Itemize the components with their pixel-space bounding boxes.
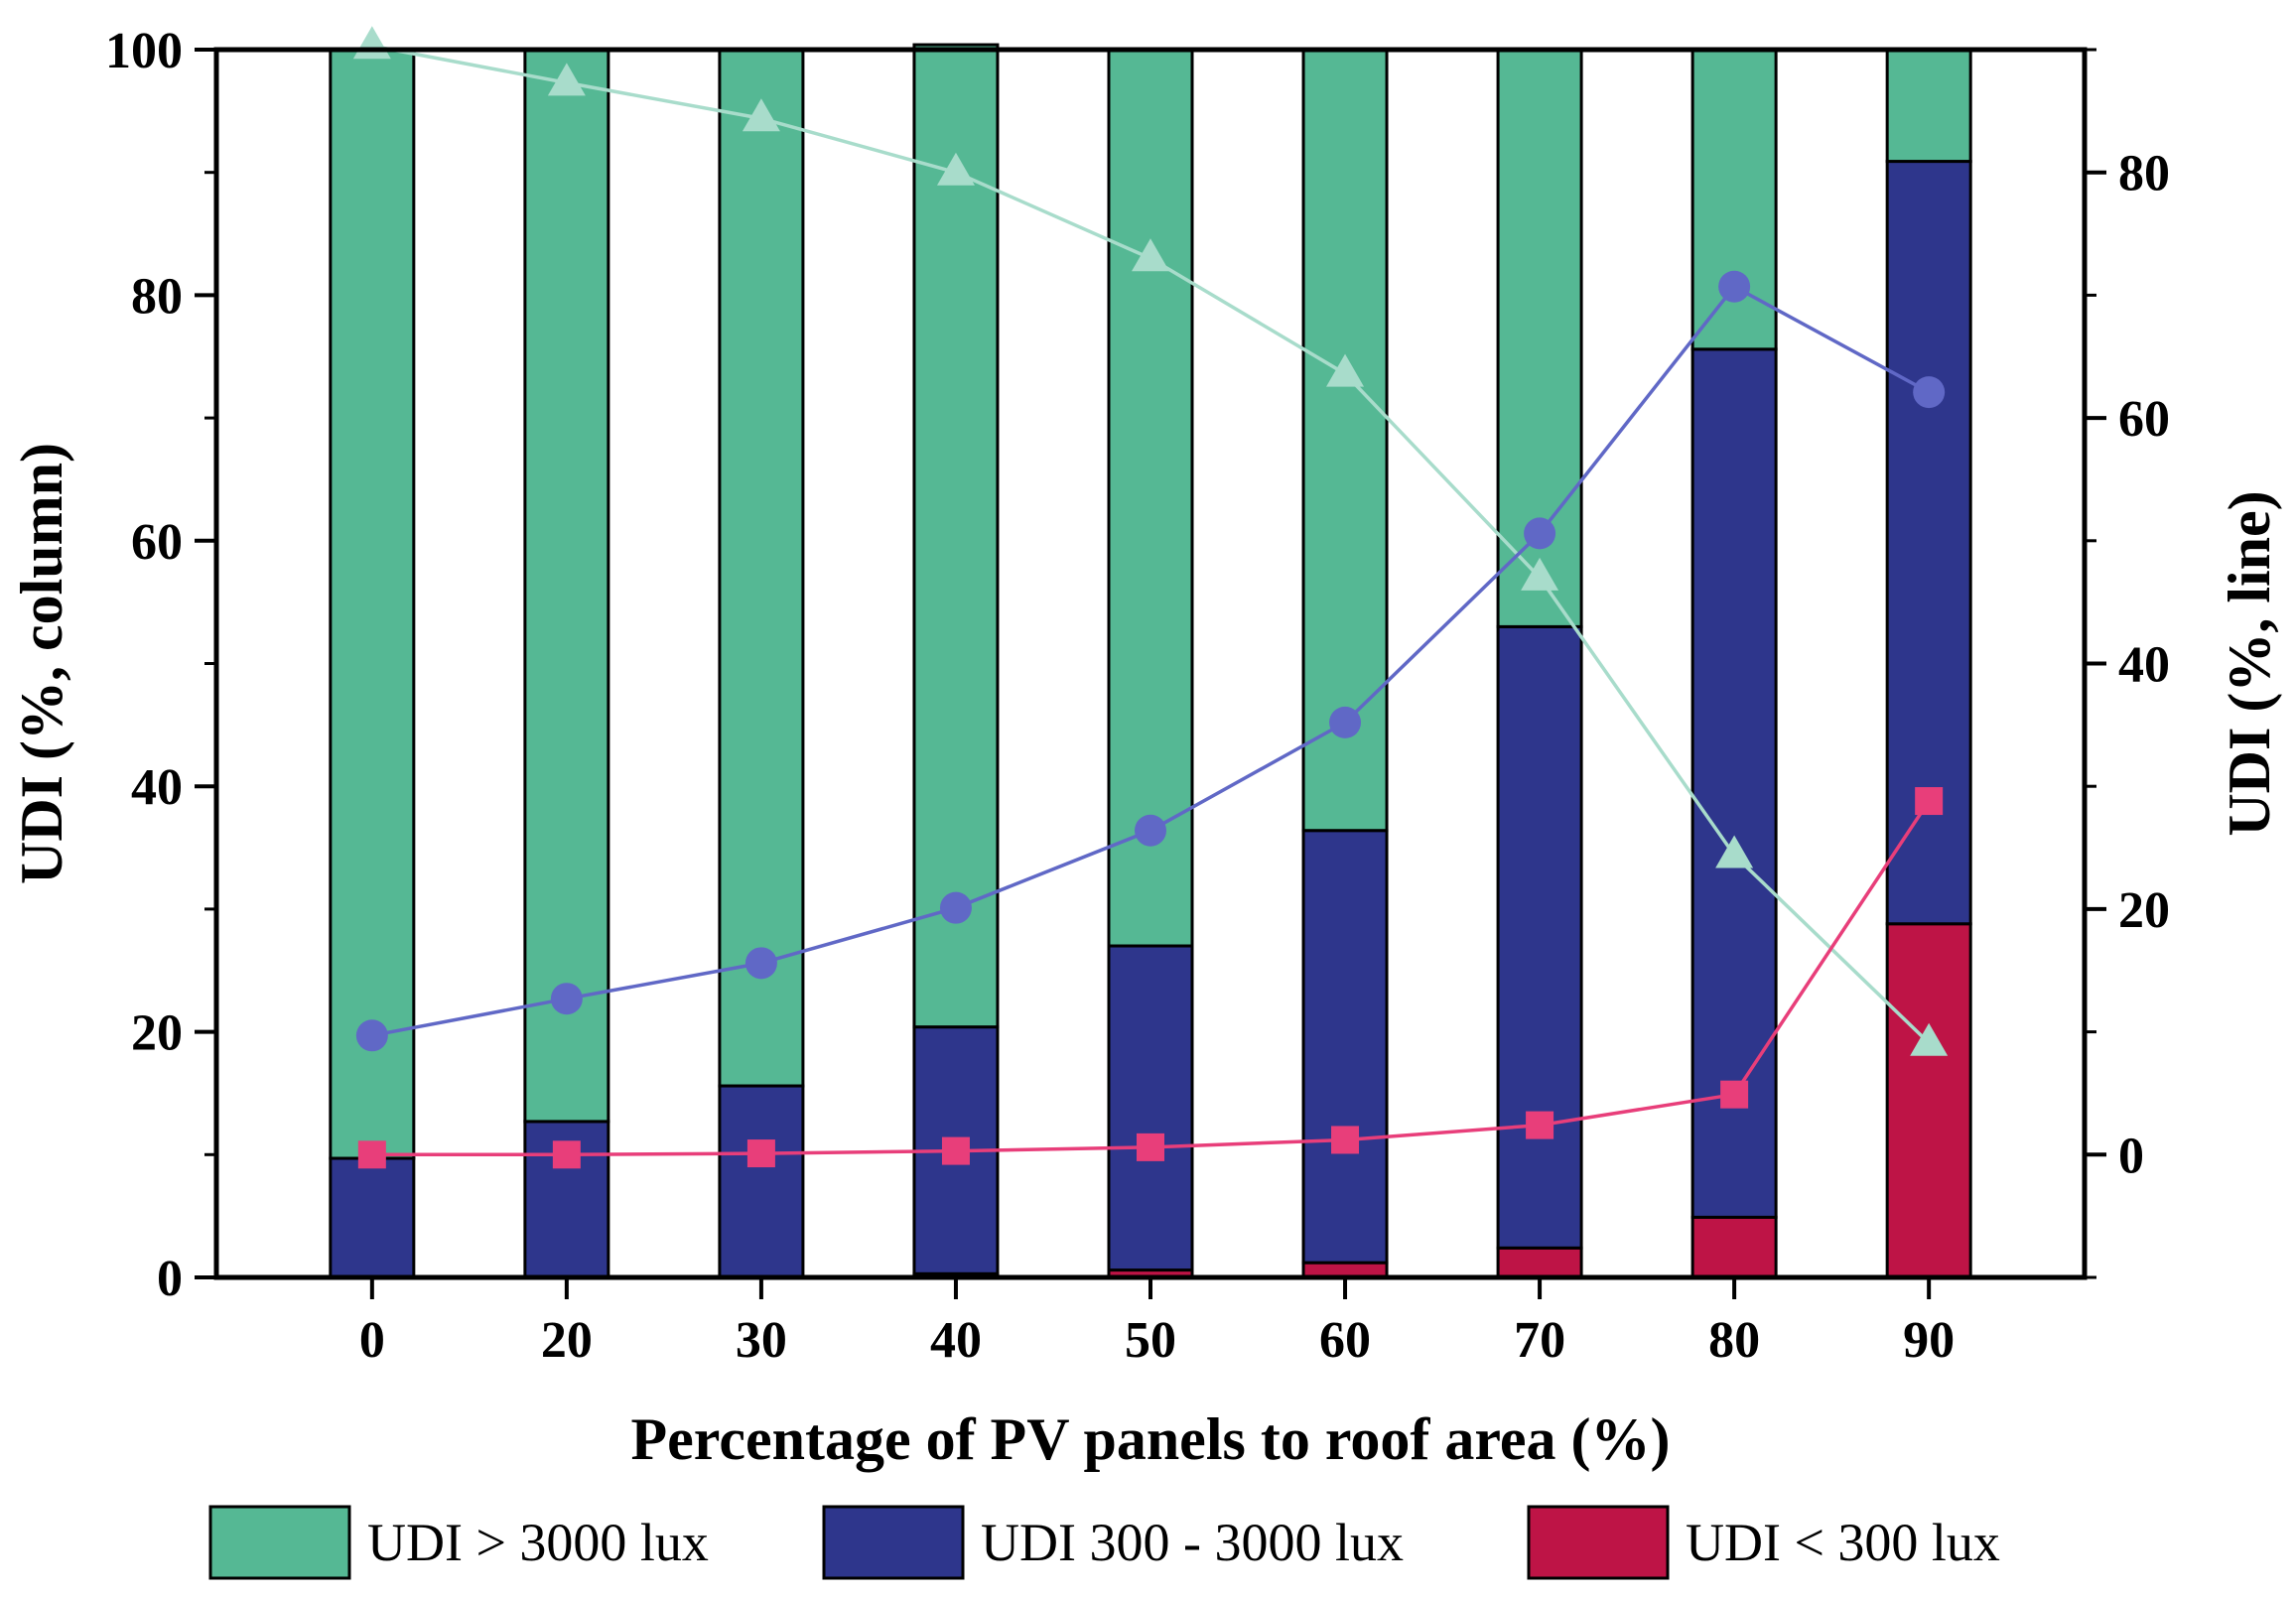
legend: UDI > 3000 lux UDI 300 - 3000 lux UDI < 30… xyxy=(208,1505,2000,1580)
bar-segment xyxy=(1690,1215,1778,1279)
bar-segment xyxy=(1885,922,1972,1279)
legend-swatch xyxy=(208,1505,351,1580)
line-point-square xyxy=(746,1139,775,1168)
line-point-square xyxy=(1915,787,1944,816)
line-point-square xyxy=(552,1140,581,1169)
bar-segment xyxy=(523,48,610,1124)
bar-segment xyxy=(1496,624,1583,1250)
y-tick-label: 80 xyxy=(131,268,183,325)
y2-tick-label: 0 xyxy=(2118,1128,2144,1184)
legend-label: UDI > 3000 lux xyxy=(367,1513,709,1572)
line-layer xyxy=(352,26,1949,1169)
x-tick-label: 80 xyxy=(1708,1312,1760,1369)
x-tick-label: 70 xyxy=(1514,1312,1565,1369)
line-point-circle xyxy=(1718,270,1751,303)
y2-axis-title: UDI (%, line) xyxy=(2217,490,2282,836)
x-axis-title: Percentage of PV panels to roof area (%) xyxy=(631,1406,1671,1472)
bar-segment xyxy=(1301,48,1389,833)
line-point-triangle xyxy=(936,152,975,186)
line-point-triangle xyxy=(1132,238,1169,272)
line-point-circle xyxy=(939,891,972,924)
line-point-triangle xyxy=(1326,353,1365,387)
y-tick-label: 60 xyxy=(131,514,183,571)
y2-tick-label: 20 xyxy=(2118,882,2170,939)
line-point-circle xyxy=(744,947,777,980)
line-point-circle xyxy=(550,983,583,1015)
x-tick-label: 0 xyxy=(359,1312,385,1369)
bar-segment xyxy=(718,1084,805,1279)
line-point-square xyxy=(1526,1111,1554,1139)
bar-segment xyxy=(329,48,416,1160)
legend-swatch xyxy=(822,1505,965,1580)
line-point-triangle xyxy=(352,26,391,60)
bar-segment xyxy=(1107,48,1194,948)
line-point-circle xyxy=(1524,517,1556,550)
bar-segment xyxy=(1107,944,1194,1272)
y2-tick-label: 40 xyxy=(2118,637,2170,694)
x-tick-label: 90 xyxy=(1903,1312,1955,1369)
line-point-square xyxy=(1137,1133,1164,1161)
line-point-triangle xyxy=(547,63,586,96)
bar-segment xyxy=(329,1156,416,1279)
bar-segment xyxy=(1301,829,1389,1265)
y-tick-label: 100 xyxy=(105,23,183,79)
x-tick-label: 60 xyxy=(1319,1312,1371,1369)
bar-layer xyxy=(329,43,1972,1279)
x-tick-label: 30 xyxy=(736,1312,787,1369)
bar-segment xyxy=(718,48,805,1088)
x-tick-label: 40 xyxy=(930,1312,982,1369)
line-point-square xyxy=(357,1140,386,1169)
line-point-triangle xyxy=(742,98,780,132)
legend-label: UDI 300 - 3000 lux xyxy=(981,1513,1404,1572)
line-point-triangle xyxy=(1715,835,1754,868)
line-point-square xyxy=(1720,1080,1749,1109)
legend-label: UDI < 300 lux xyxy=(1686,1513,2000,1572)
line-point-circle xyxy=(355,1019,388,1052)
y2-tick-label: 80 xyxy=(2118,146,2170,202)
y-tick-label: 0 xyxy=(157,1251,183,1307)
axes-layer: 0 20 40 60 80 100 0 20 40 60 80 0 20 30 40 50 60 70 80 90 xyxy=(105,23,2170,1369)
bar-segment xyxy=(1885,48,1972,164)
y-tick-label: 20 xyxy=(131,1005,183,1062)
x-tick-label: 20 xyxy=(541,1312,593,1369)
line-point-circle xyxy=(1913,376,1946,409)
line-point-circle xyxy=(1329,706,1362,738)
bar-segment xyxy=(1690,347,1778,1219)
y-axis-title: UDI (%, column) xyxy=(9,443,74,884)
legend-swatch xyxy=(1527,1505,1670,1580)
line-point-triangle xyxy=(1910,1022,1949,1056)
y-tick-label: 40 xyxy=(131,759,183,816)
line-point-square xyxy=(1331,1126,1360,1154)
bar-segment xyxy=(912,43,1000,1029)
line-point-circle xyxy=(1135,814,1166,847)
y2-tick-label: 60 xyxy=(2118,391,2170,448)
line-point-triangle xyxy=(1521,557,1559,591)
x-tick-label: 50 xyxy=(1125,1312,1176,1369)
bar-segment xyxy=(1496,1246,1583,1279)
line-point-square xyxy=(941,1136,970,1165)
